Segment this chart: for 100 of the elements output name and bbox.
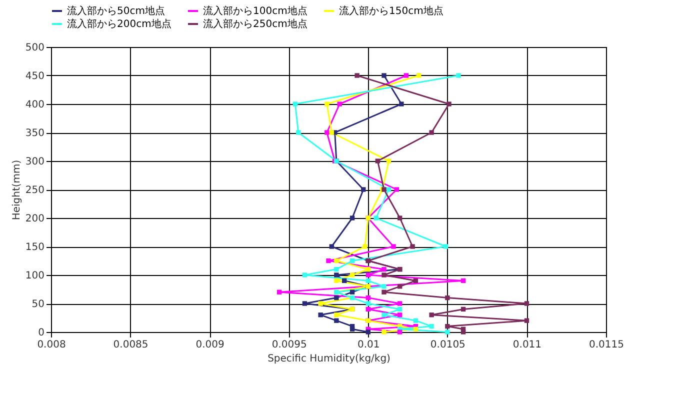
point — [445, 330, 450, 334]
point — [382, 272, 386, 278]
point — [329, 244, 334, 249]
point — [334, 318, 339, 323]
point — [366, 306, 370, 312]
y-axis-title: Height(mm) — [11, 160, 22, 220]
x-tick-label: 0.011 — [512, 340, 542, 350]
point — [334, 278, 339, 284]
x-tick-label: 0.01 — [358, 340, 380, 350]
legend-label: 流入部から200cm地点 — [67, 18, 172, 30]
point — [366, 278, 370, 284]
y-tick-label: 0 — [38, 328, 44, 338]
point — [366, 301, 370, 306]
point — [334, 312, 339, 318]
point — [318, 312, 323, 318]
point — [386, 158, 392, 164]
point — [398, 306, 402, 312]
y-tick-label: 100 — [25, 270, 44, 282]
point — [416, 73, 422, 78]
y-tick-label: 450 — [25, 71, 44, 82]
y-tick-label: 400 — [25, 100, 44, 110]
x-tick-label: 0.0095 — [272, 340, 307, 350]
point — [399, 102, 404, 106]
point — [334, 266, 339, 272]
legend-label: 流入部から50cm地点 — [67, 5, 165, 17]
x-tick-label: 0.0115 — [589, 340, 624, 350]
point — [445, 324, 450, 329]
x-tick-label: 0.008 — [37, 340, 66, 350]
point — [444, 244, 448, 249]
y-tick-label: 500 — [25, 42, 44, 54]
point — [524, 301, 530, 306]
point — [366, 295, 370, 300]
y-tick-label: 150 — [25, 242, 44, 253]
point — [394, 187, 400, 192]
point — [296, 130, 301, 135]
point — [366, 266, 370, 272]
point — [404, 73, 409, 78]
x-tick-label: 0.0105 — [430, 340, 466, 350]
point — [342, 278, 347, 284]
point — [386, 187, 392, 192]
point — [350, 326, 355, 332]
x-axis-title: Specific Humidity(kg/kg) — [268, 354, 391, 364]
point — [366, 272, 370, 278]
legend-label: 流入部から150cm地点 — [339, 5, 444, 17]
point — [382, 330, 386, 334]
point — [456, 73, 461, 78]
y-tick-label: 50 — [32, 299, 44, 310]
point — [429, 312, 434, 318]
point — [445, 295, 450, 300]
point — [324, 102, 330, 106]
legend-label: 流入部から100cm地点 — [203, 5, 308, 17]
y-tick-label: 200 — [25, 214, 44, 224]
point — [391, 244, 396, 249]
point — [334, 258, 339, 264]
point — [354, 73, 360, 78]
point — [413, 318, 418, 323]
point — [350, 258, 355, 264]
point — [292, 102, 298, 106]
point — [382, 290, 386, 294]
point — [429, 324, 434, 329]
legend-label: 流入部から250cm地点 — [203, 18, 308, 30]
point — [334, 295, 339, 300]
point — [382, 73, 386, 78]
point — [326, 258, 331, 264]
point — [362, 244, 368, 249]
point — [413, 278, 418, 284]
point — [382, 284, 386, 289]
point — [329, 130, 334, 135]
x-tick-label: 0.0085 — [113, 340, 148, 350]
point — [398, 330, 402, 334]
point — [361, 187, 366, 192]
point — [382, 312, 386, 318]
point — [410, 244, 415, 249]
point — [337, 102, 342, 106]
point — [460, 278, 466, 284]
point — [334, 272, 339, 278]
y-tick-label: 250 — [25, 185, 44, 196]
point — [398, 216, 402, 220]
point — [318, 301, 323, 306]
point — [460, 306, 466, 312]
x-tick-label: 0.009 — [196, 340, 224, 350]
point — [350, 272, 355, 278]
point — [324, 130, 330, 135]
point — [350, 216, 355, 220]
point — [375, 158, 380, 164]
point — [460, 330, 466, 334]
point — [413, 326, 418, 332]
point — [302, 272, 308, 278]
point — [374, 216, 378, 220]
point — [366, 330, 370, 334]
y-tick-label: 350 — [25, 128, 44, 139]
point — [302, 301, 308, 306]
point — [429, 130, 434, 135]
point — [350, 290, 355, 294]
point — [446, 102, 452, 106]
point — [277, 290, 282, 294]
point — [398, 301, 402, 306]
y-tick-label: 300 — [25, 156, 44, 168]
point — [524, 318, 530, 323]
point — [398, 284, 402, 289]
